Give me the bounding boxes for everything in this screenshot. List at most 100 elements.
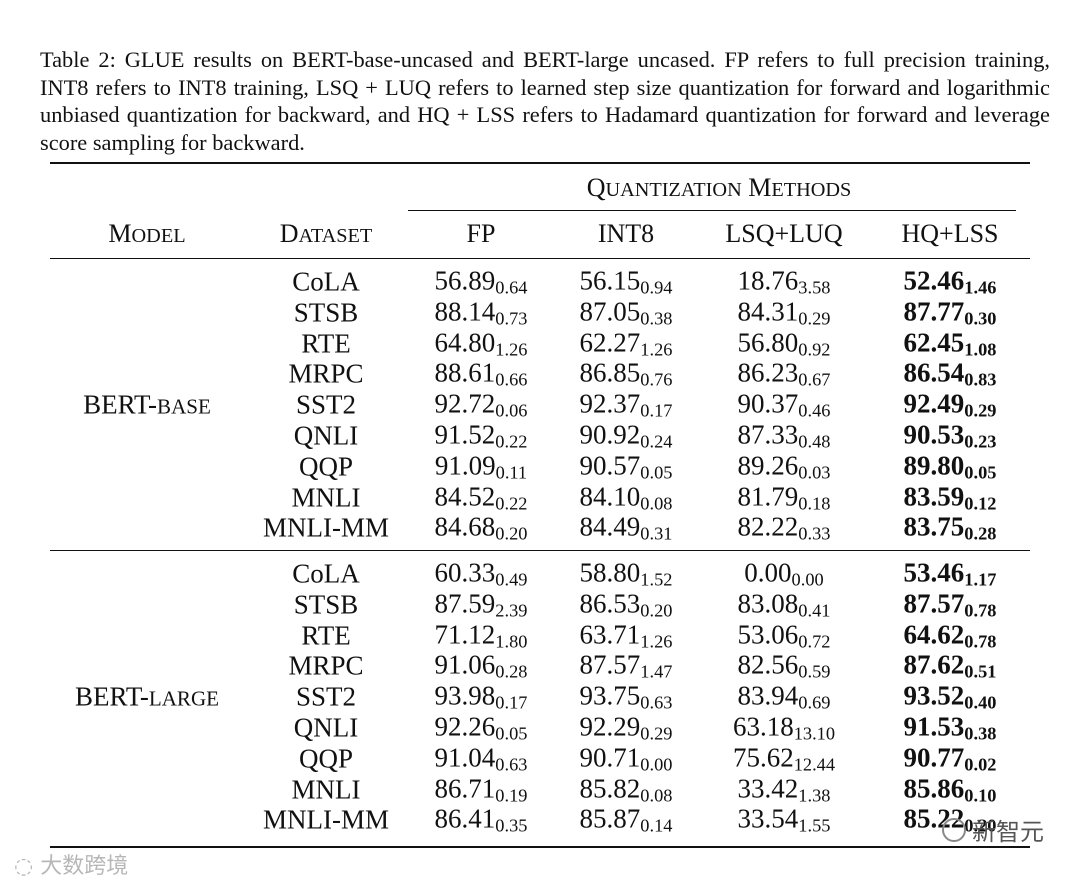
value-cell-fp: 91.040.63	[434, 742, 528, 775]
watermark-right: 新智元	[942, 812, 1044, 847]
value-cell-int8: 87.571.47	[579, 649, 673, 682]
value-cell-fp: 92.720.06	[434, 388, 528, 421]
value-cell-hq: 83.750.28	[903, 511, 997, 544]
header-lsq-luq: LSQ+LUQ	[725, 219, 843, 248]
value-cell-hq: 87.770.30	[903, 296, 997, 329]
value-cell-fp: 84.680.20	[434, 511, 528, 544]
value-cell-hq: 53.461.17	[903, 557, 997, 590]
header-model: MODEL	[108, 219, 186, 248]
value-cell-int8: 90.920.24	[579, 419, 673, 452]
dataset-cell: MNLI-MM	[262, 512, 390, 543]
dataset-cell: RTE	[301, 620, 351, 651]
dataset-cell: MRPC	[288, 358, 364, 389]
value-cell-fp: 64.801.26	[434, 327, 528, 360]
model-label-large: BERT-LARGE	[74, 681, 220, 712]
value-cell-lsq: 82.560.59	[737, 649, 831, 682]
dataset-cell: RTE	[301, 328, 351, 359]
table-caption: Table 2: GLUE results on BERT-base-uncas…	[40, 47, 1050, 155]
value-cell-int8: 90.570.05	[579, 450, 673, 483]
value-cell-fp: 93.980.17	[434, 680, 528, 713]
value-cell-int8: 86.850.76	[579, 357, 673, 390]
value-cell-lsq: 86.230.67	[737, 357, 831, 390]
value-cell-int8: 92.370.17	[579, 388, 673, 421]
model-label-base: BERT-BASE	[83, 389, 211, 420]
header-hq-lss: HQ+LSS	[901, 219, 999, 248]
dataset-cell: QQP	[298, 451, 354, 482]
value-cell-lsq: 53.060.72	[737, 619, 831, 652]
dataset-cell: SST2	[295, 681, 357, 712]
dataset-cell: MNLI	[291, 774, 361, 805]
value-cell-fp: 84.520.22	[434, 481, 528, 514]
header-dataset: DATASET	[279, 219, 373, 248]
value-cell-lsq: 18.763.58	[737, 265, 831, 298]
value-cell-lsq: 90.370.46	[737, 388, 831, 421]
value-cell-hq: 89.800.05	[903, 450, 997, 483]
value-cell-fp: 88.140.73	[434, 296, 528, 329]
top-rule	[50, 162, 1030, 164]
value-cell-int8: 87.050.38	[579, 296, 673, 329]
dataset-cell: CoLA	[292, 266, 360, 297]
dataset-cell: QNLI	[293, 712, 359, 743]
value-cell-hq: 87.620.51	[903, 649, 997, 682]
value-cell-lsq: 33.541.55	[737, 803, 831, 836]
value-cell-fp: 56.890.64	[434, 265, 528, 298]
bottom-rule	[50, 846, 1030, 848]
dataset-cell: CoLA	[292, 558, 360, 589]
value-cell-hq: 87.570.78	[903, 588, 997, 621]
value-cell-int8: 84.490.31	[579, 511, 673, 544]
value-cell-int8: 84.100.08	[579, 481, 673, 514]
dataset-cell: MNLI	[291, 482, 361, 513]
header-rule	[50, 258, 1030, 259]
value-cell-fp: 88.610.66	[434, 357, 528, 390]
dataset-cell: STSB	[293, 297, 359, 328]
value-cell-hq: 90.770.02	[903, 742, 997, 775]
value-cell-fp: 91.090.11	[434, 450, 528, 483]
value-cell-hq: 90.530.23	[903, 419, 997, 452]
value-cell-int8: 93.750.63	[579, 680, 673, 713]
value-cell-lsq: 81.790.18	[737, 481, 831, 514]
value-cell-hq: 52.461.46	[903, 265, 997, 298]
value-cell-int8: 58.801.52	[579, 557, 673, 590]
watermark-right-text: 新智元	[972, 818, 1044, 846]
value-cell-lsq: 33.421.38	[737, 773, 831, 806]
value-cell-int8: 85.820.08	[579, 773, 673, 806]
value-cell-lsq: 83.080.41	[737, 588, 831, 621]
value-cell-hq: 91.530.38	[903, 711, 997, 744]
value-cell-int8: 63.711.26	[579, 619, 673, 652]
group-separator-rule	[50, 550, 1030, 551]
value-cell-hq: 85.860.10	[903, 773, 997, 806]
value-cell-fp: 86.710.19	[434, 773, 528, 806]
value-cell-lsq: 56.800.92	[737, 327, 831, 360]
dataset-cell: QNLI	[293, 420, 359, 451]
dataset-cell: QQP	[298, 743, 354, 774]
value-cell-lsq: 82.220.33	[737, 511, 831, 544]
value-cell-lsq: 0.000.00	[744, 557, 824, 590]
value-cell-lsq: 83.940.69	[737, 680, 831, 713]
value-cell-hq: 64.620.78	[903, 619, 997, 652]
value-cell-hq: 85.220.20	[903, 803, 997, 836]
value-cell-lsq: 63.1813.10	[732, 711, 836, 744]
header-fp: FP	[466, 219, 496, 248]
value-cell-int8: 56.150.94	[579, 265, 673, 298]
value-cell-fp: 86.410.35	[434, 803, 528, 836]
value-cell-fp: 91.060.28	[434, 649, 528, 682]
value-cell-hq: 86.540.83	[903, 357, 997, 390]
value-cell-fp: 71.121.80	[434, 619, 528, 652]
value-cell-lsq: 75.6212.44	[732, 742, 836, 775]
value-cell-int8: 90.710.00	[579, 742, 673, 775]
value-cell-lsq: 89.260.03	[737, 450, 831, 483]
group-header-rule	[408, 210, 1016, 211]
dataset-cell: STSB	[293, 589, 359, 620]
value-cell-fp: 92.260.05	[434, 711, 528, 744]
value-cell-fp: 87.592.39	[434, 588, 528, 621]
value-cell-hq: 62.451.08	[903, 327, 997, 360]
value-cell-int8: 85.870.14	[579, 803, 673, 836]
wechat-icon	[942, 817, 966, 842]
value-cell-lsq: 84.310.29	[737, 296, 831, 329]
watermark-left-icon: ◌	[14, 854, 41, 879]
value-cell-hq: 92.490.29	[903, 388, 997, 421]
value-cell-lsq: 87.330.48	[737, 419, 831, 452]
value-cell-hq: 83.590.12	[903, 481, 997, 514]
header-int8: INT8	[597, 219, 655, 248]
header-quantization-methods: QUANTIZATION METHODS	[586, 173, 852, 202]
